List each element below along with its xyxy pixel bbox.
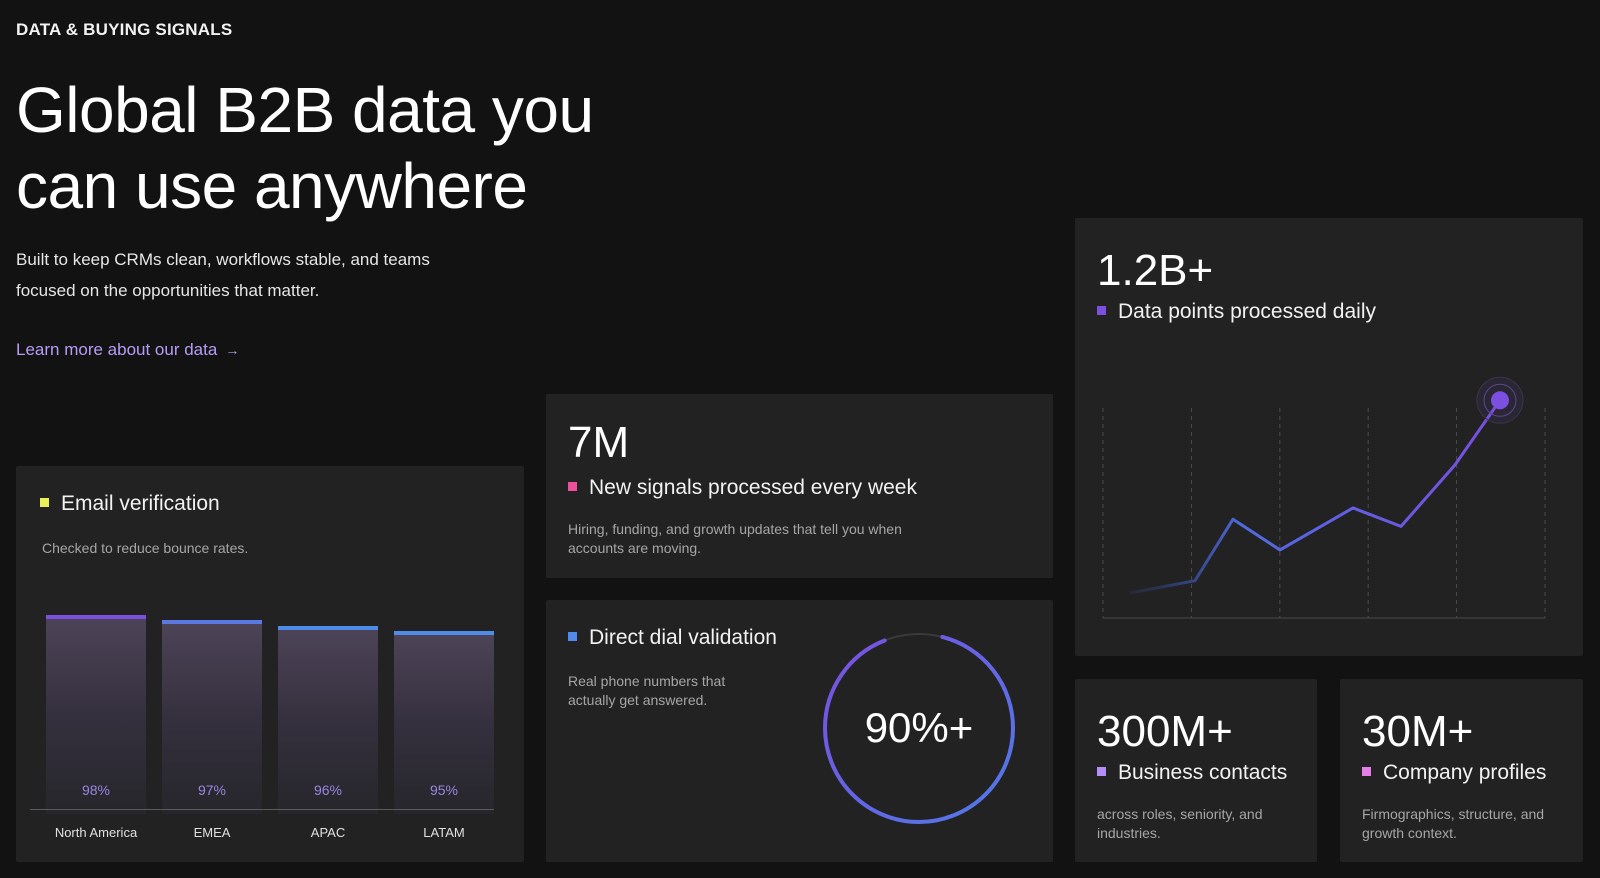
page-subtitle: Built to keep CRMs clean, workflows stab… (16, 250, 430, 300)
email-verification-label: Email verification (61, 492, 220, 515)
direct-dial-label: Direct dial validation (589, 626, 777, 649)
bar-value-label: 98% (81, 782, 111, 798)
bar-x-label: North America (54, 825, 138, 840)
arrow-right-icon: → (225, 342, 240, 358)
blue-square-icon (568, 631, 577, 641)
direct-dial-heading: Direct dial validation (568, 626, 777, 650)
direct-dial-value: 90%+ (864, 704, 974, 751)
signals-card: 7M New signals processed every week Hiri… (546, 394, 1053, 578)
contacts-label: Business contacts (1118, 761, 1288, 784)
bar-x-label: LATAM (423, 825, 465, 840)
bar-cap (394, 631, 494, 635)
direct-dial-card: Direct dial validation Real phone number… (546, 600, 1053, 862)
email-verification-card: Email verification Checked to reduce bou… (16, 466, 524, 862)
signals-value: 7M (568, 418, 630, 467)
bar-cap (46, 615, 146, 619)
page-title: Global B2B data you can use anywhere (16, 74, 594, 222)
progress-ring (823, 632, 1015, 824)
email-verification-description: Checked to reduce bounce rates. (42, 540, 249, 556)
learn-more-label: Learn more about our data (16, 340, 218, 359)
direct-dial-description: Real phone numbers that actually get ans… (568, 673, 726, 708)
section-eyebrow: DATA & BUYING SIGNALS (16, 20, 233, 39)
companies-value: 30M+ (1362, 707, 1474, 756)
contacts-value: 300M+ (1097, 707, 1233, 756)
bar-apac: 96% (278, 626, 378, 814)
contacts-heading: Business contacts (1097, 761, 1287, 785)
bar-x-label: EMEA (193, 825, 231, 840)
bar-value-label: 95% (429, 782, 459, 798)
companies-heading: Company profiles (1362, 761, 1546, 785)
endpoint-ring (1483, 383, 1517, 417)
contacts-description: across roles, seniority, and industries. (1097, 806, 1263, 841)
progress-ring-arc (823, 632, 1015, 824)
yellow-square-icon (40, 497, 49, 507)
daily-heading: Data points processed daily (1097, 300, 1376, 324)
violet-square-icon (1097, 766, 1106, 776)
bar-cap (278, 626, 378, 630)
email-bar-chart: 98% 97% 96% 95% (46, 606, 494, 814)
bar-chart-axis (30, 809, 494, 810)
magenta-square-icon (1362, 766, 1371, 776)
bar-north-america: 98% (46, 615, 146, 814)
companies-description: Firmographics, structure, and growth con… (1362, 806, 1545, 841)
business-contacts-card: 300M+ Business contacts across roles, se… (1075, 679, 1317, 862)
bar-value-label: 96% (313, 782, 343, 798)
bar-value-label: 97% (197, 782, 227, 798)
bar-cap (162, 620, 262, 624)
endpoint-dot (1491, 391, 1509, 410)
bar-latam: 95% (394, 631, 494, 814)
company-profiles-card: 30M+ Company profiles Firmographics, str… (1340, 679, 1583, 862)
pink-square-icon (568, 481, 577, 491)
signals-heading: New signals processed every week (568, 476, 917, 500)
signals-label: New signals processed every week (589, 476, 917, 499)
bar-emea: 97% (162, 620, 262, 814)
daily-series-line (1129, 399, 1502, 595)
daily-line-chart (1102, 376, 1546, 619)
purple-square-icon (1097, 305, 1106, 315)
bar-x-label: APAC (310, 825, 346, 840)
email-verification-heading: Email verification (40, 492, 220, 516)
companies-label: Company profiles (1383, 761, 1547, 784)
learn-more-link[interactable]: Learn more about our data → (16, 340, 239, 360)
daily-label: Data points processed daily (1118, 300, 1376, 323)
daily-datapoints-card: 1.2B+ Data points processed daily (1075, 218, 1583, 656)
signals-description: Hiring, funding, and growth updates that… (568, 521, 902, 556)
daily-value: 1.2B+ (1097, 246, 1214, 295)
